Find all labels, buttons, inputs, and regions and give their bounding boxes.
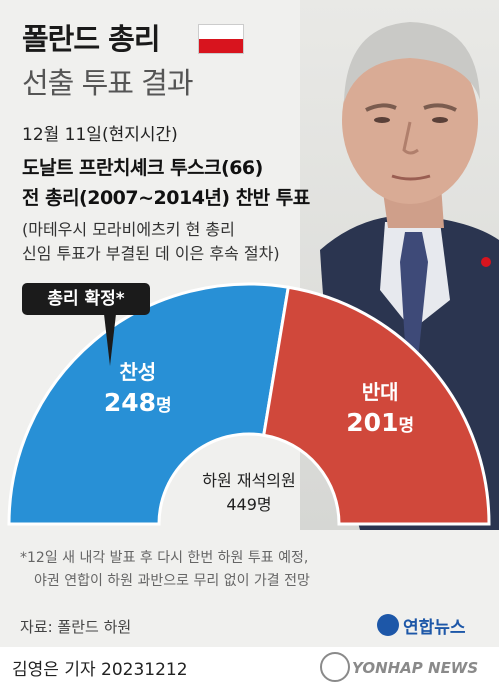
vote-description: 전 총리(2007~2014년) 찬반 투표	[22, 187, 310, 209]
slice-value-0: 248명	[104, 388, 172, 417]
confirmed-badge: 총리 확정*	[22, 283, 150, 315]
yonhap-logo-text: 연합뉴스	[403, 618, 466, 638]
slice-label-0: 찬성	[119, 360, 156, 384]
center-label: 하원 재석의원	[202, 471, 295, 490]
watermark-icon	[320, 652, 350, 682]
slice-value-1: 201명	[346, 408, 414, 437]
center-value: 449명	[226, 495, 271, 514]
poland-flag-icon	[198, 24, 244, 54]
chart-subtitle: 선출 투표 결과	[22, 66, 194, 100]
yonhap-logo-icon	[377, 614, 399, 636]
chart-title: 폴란드 총리	[22, 22, 160, 56]
source-note: 자료: 폴란드 하원	[20, 618, 132, 636]
slice-0	[7, 282, 291, 526]
reporter-credit: 김영은 기자 20231212	[12, 660, 188, 680]
watermark-text: YONHAP NEWS	[352, 659, 479, 677]
footer-bar	[0, 647, 499, 698]
slice-1	[262, 285, 491, 526]
badge-pointer	[104, 314, 116, 366]
candidate-name: 도날트 프란치셰크 투스크(66)	[22, 157, 263, 179]
footnote-line-1: *12일 새 내각 발표 후 다시 한번 하원 투표 예정,	[20, 550, 309, 566]
vote-date: 12월 11일(현지시간)	[22, 125, 178, 145]
footnote-line-2: 야권 연합이 하원 과반으로 무리 없이 가결 전망	[34, 573, 310, 589]
slice-label-1: 반대	[362, 380, 399, 404]
note-line-1: (마테우시 모라비에츠키 현 총리	[22, 220, 235, 239]
note-line-2: 신임 투표가 부결된 데 이은 후속 절차)	[22, 244, 280, 263]
